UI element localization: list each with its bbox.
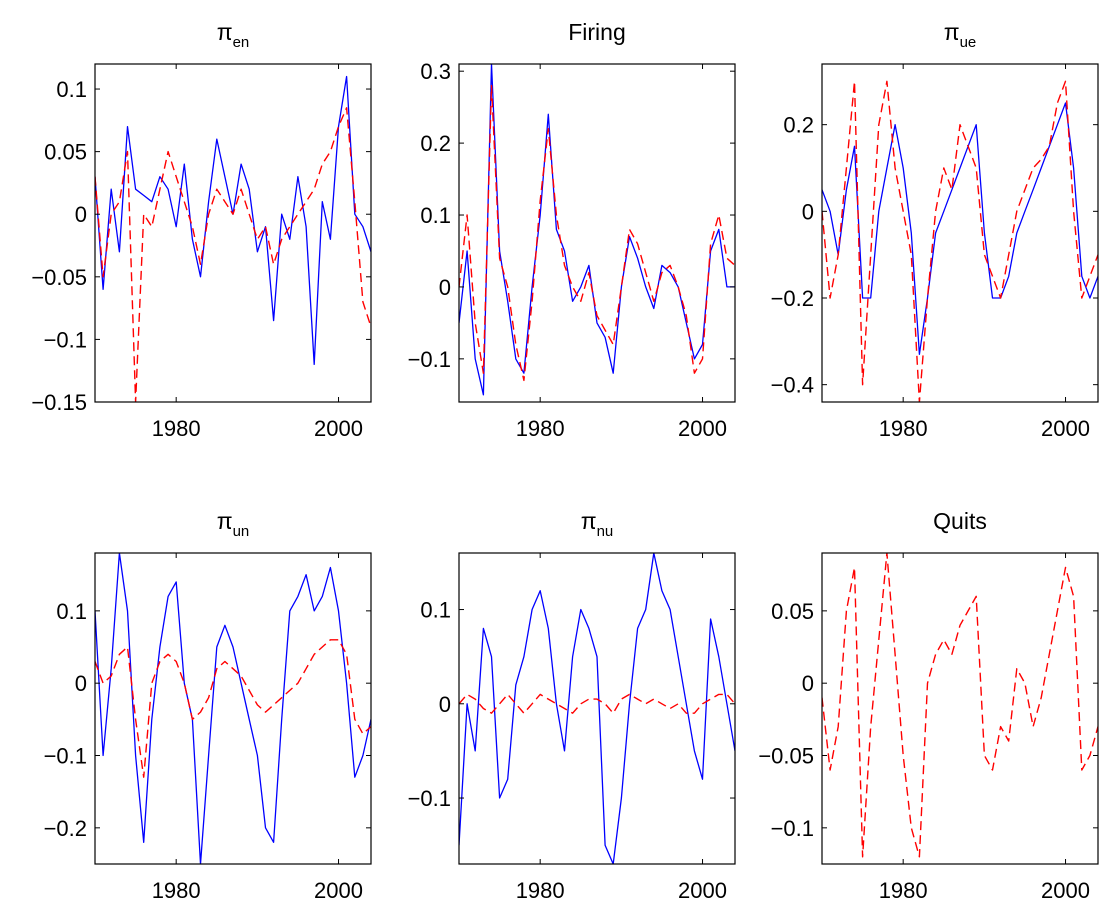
axes-box <box>94 552 372 865</box>
y-tick-label: −0.2 <box>771 286 814 311</box>
chart-title: Firing <box>568 19 626 45</box>
chart-panel-1: −0.15 −0.1 −0.05 0 0.05 0.1 1980 2000 πen <box>31 19 372 441</box>
chart-title-subscript: nu <box>597 523 614 540</box>
series-line-actual <box>95 553 371 864</box>
y-tick-label: 0.1 <box>420 598 451 623</box>
series-line-model <box>822 553 1098 858</box>
y-tick-label: 0 <box>439 692 451 717</box>
x-tick-label: 2000 <box>314 878 363 903</box>
y-tick-label: −0.4 <box>771 373 814 398</box>
chart-panel-5: −0.1 0 0.1 1980 2000 πnu <box>408 508 736 903</box>
series-line-actual <box>822 102 1098 355</box>
series-line-actual <box>459 553 735 864</box>
chart-panel-2: −0.1 0 0.1 0.2 0.3 1980 2000 Firing <box>408 19 736 441</box>
chart-panel-6: −0.1 −0.05 0 0.05 1980 2000 Quits <box>758 508 1099 903</box>
chart-panel-4: −0.2 −0.1 0 0.1 1980 2000 πun <box>44 508 372 903</box>
y-tick-label: 0 <box>439 275 451 300</box>
chart-title: Quits <box>933 508 987 534</box>
chart-title: πun <box>217 508 250 540</box>
chart-title: πen <box>217 19 250 51</box>
x-tick-label: 2000 <box>314 416 363 441</box>
chart-title-symbol: π <box>217 19 233 45</box>
y-tick-label: 0.3 <box>420 59 451 84</box>
y-tick-label: −0.05 <box>758 744 814 769</box>
x-tick-label: 1980 <box>879 878 928 903</box>
y-tick-label: −0.1 <box>771 816 814 841</box>
x-tick-label: 1980 <box>516 878 565 903</box>
y-tick-label: −0.1 <box>408 347 451 372</box>
series-line-model <box>822 80 1098 402</box>
y-tick-label: 0 <box>802 671 814 696</box>
y-tick-label: 0.2 <box>783 113 814 138</box>
chart-title-subscript: un <box>233 523 250 540</box>
series-group <box>95 75 371 402</box>
y-tick-label: 0.05 <box>44 140 87 165</box>
chart-title-symbol: π <box>217 508 233 534</box>
y-tick-label: −0.1 <box>44 327 87 352</box>
axes-box <box>458 63 736 403</box>
y-tick-label: 0.1 <box>420 203 451 228</box>
series-line-model <box>95 107 371 402</box>
chart-title: πue <box>944 19 977 51</box>
y-tick-label: 0.05 <box>771 599 814 624</box>
x-tick-label: 1980 <box>516 416 565 441</box>
y-tick-label: −0.1 <box>44 744 87 769</box>
x-tick-label: 1980 <box>879 416 928 441</box>
y-tick-label: 0 <box>802 199 814 224</box>
axes-box <box>94 63 372 403</box>
series-group <box>459 64 735 396</box>
y-tick-label: 0 <box>75 202 87 227</box>
y-tick-label: 0 <box>75 671 87 696</box>
axes-box <box>821 63 1099 403</box>
y-tick-label: 0.2 <box>420 131 451 156</box>
x-tick-label: 2000 <box>678 878 727 903</box>
chart-title: πnu <box>581 508 614 540</box>
y-tick-label: −0.15 <box>31 390 87 415</box>
x-tick-label: 1980 <box>152 416 201 441</box>
series-group <box>822 80 1098 402</box>
chart-title-symbol: π <box>944 19 960 45</box>
x-tick-label: 2000 <box>1041 878 1090 903</box>
series-line-model <box>95 639 371 778</box>
x-tick-label: 1980 <box>152 878 201 903</box>
series-group <box>459 553 735 864</box>
axes-box <box>821 552 1099 865</box>
y-tick-label: −0.1 <box>408 786 451 811</box>
chart-title-subscript: ue <box>960 34 977 51</box>
y-tick-label: 0.1 <box>56 77 87 102</box>
series-line-model <box>459 693 735 714</box>
chart-panel-3: −0.4 −0.2 0 0.2 1980 2000 πue <box>771 19 1099 441</box>
x-tick-label: 2000 <box>678 416 727 441</box>
chart-title-subscript: en <box>233 34 250 51</box>
x-tick-label: 2000 <box>1041 416 1090 441</box>
y-tick-label: −0.05 <box>31 265 87 290</box>
series-group <box>822 553 1098 858</box>
chart-title-symbol: π <box>581 508 597 534</box>
series-line-model <box>459 84 735 382</box>
series-group <box>95 553 371 864</box>
y-tick-label: 0.1 <box>56 599 87 624</box>
y-tick-label: −0.2 <box>44 816 87 841</box>
axes-box <box>458 552 736 865</box>
